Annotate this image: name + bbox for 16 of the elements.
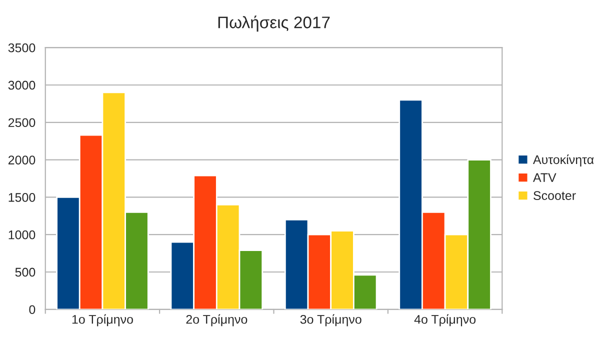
y-tick-label: 3000 — [8, 80, 36, 90]
y-tick-label: 2500 — [8, 118, 36, 128]
y-tick-label: 0 — [29, 305, 36, 314]
chart-title: Πωλήσεις 2017 — [218, 16, 330, 32]
legend-label: Αυτοκίνητα — [532, 154, 594, 167]
y-tick-label: 2000 — [8, 156, 36, 164]
y-tick-label: 1500 — [8, 193, 36, 202]
y-tick-label: 1000 — [8, 230, 36, 240]
y-tick-label: 500 — [15, 268, 36, 277]
x-tick-label: 1ο Τρίμηνο — [72, 314, 133, 326]
y-tick-label: 3500 — [8, 43, 36, 52]
legend-label: Scooter — [534, 191, 576, 200]
x-tick-label: 4ο Τρίμηνο — [414, 314, 476, 326]
x-tick-label: 3ο Τρίμηνο — [300, 314, 362, 326]
legend-label: ATV — [532, 173, 556, 182]
x-tick-label: 2ο Τρίμηνο — [186, 314, 248, 326]
